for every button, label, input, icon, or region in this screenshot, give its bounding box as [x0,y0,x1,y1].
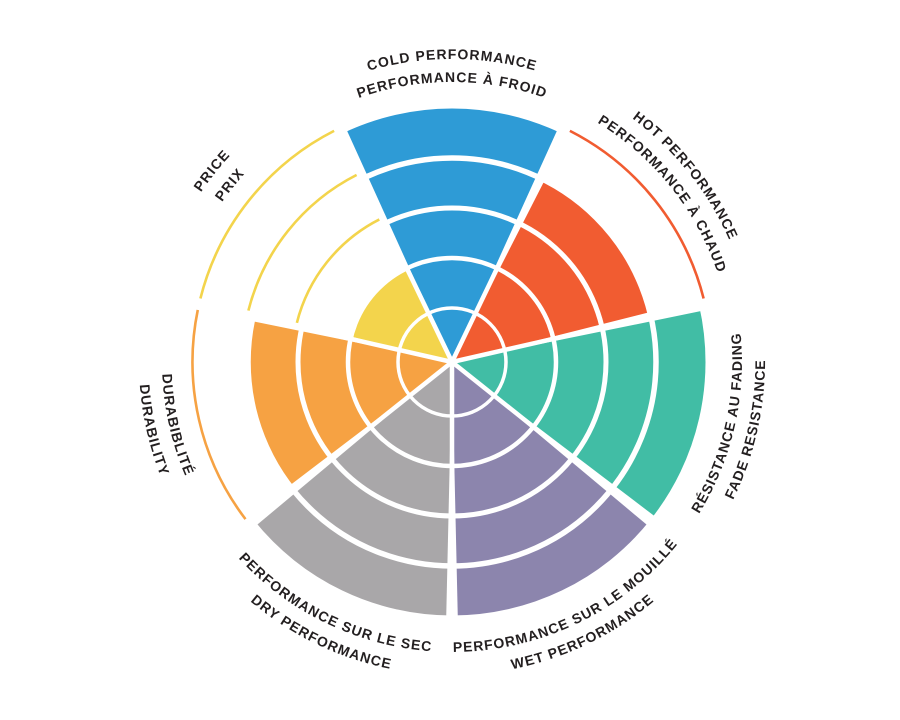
sector-separator-line-2 [450,360,660,528]
empty-ring-arc-price-3 [295,218,381,325]
label-hot-performance-line1: HOT PERFORMANCE [630,108,740,242]
sector-separator-line-5 [195,301,453,365]
wedge-wet-performance [452,362,651,616]
empty-ring-arc-price-5 [198,129,336,301]
sector-separator-line-1 [451,301,709,365]
wedge-fade-resistance [452,305,706,521]
sector-separator-line-6 [335,124,455,363]
label-cold-performance-line2: PERFORMANCE À FROID [354,69,548,101]
svg-text:HOT PERFORMANCE: HOT PERFORMANCE [630,108,741,242]
wedge-dry-performance [253,362,452,616]
wedge-cold-performance [342,108,562,362]
svg-text:PERFORMANCE À FROID: PERFORMANCE À FROID [354,69,549,101]
sector-separator-line-4 [244,360,454,528]
rating-wedges-layer [191,108,710,625]
empty-ring-arc-durability-5 [191,308,248,521]
empty-ring-arc-hot-performance-5 [568,129,706,301]
empty-ring-arc-price-4 [246,173,359,313]
sector-separator-line-0 [449,124,569,363]
